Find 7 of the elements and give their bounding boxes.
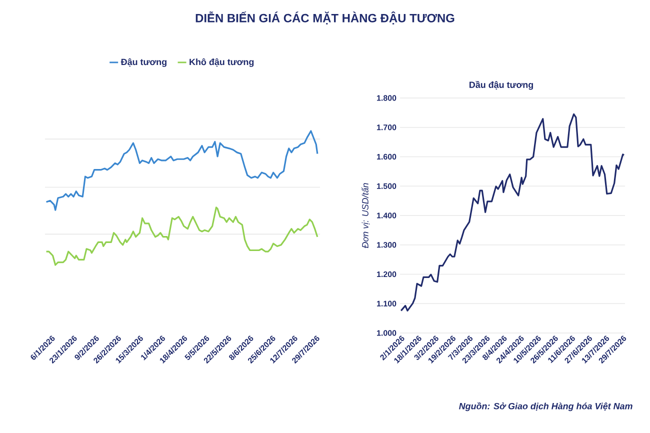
legend-label: Khô đậu tương (190, 58, 254, 67)
legend-label: Đậu tương (120, 58, 166, 67)
line-series (400, 113, 625, 312)
chart-title: DIỄN BIẾN GIÁ CÁC MẶT HÀNG ĐẬU TƯƠNG (196, 12, 454, 24)
chart-title: Dầu đậu tương (470, 80, 533, 90)
y-axis-title: Đơn vị: USD/tấn (361, 183, 370, 248)
text: Nguồn: Sở Giao dịch Hàng hóa Việt Nam (458, 402, 632, 412)
